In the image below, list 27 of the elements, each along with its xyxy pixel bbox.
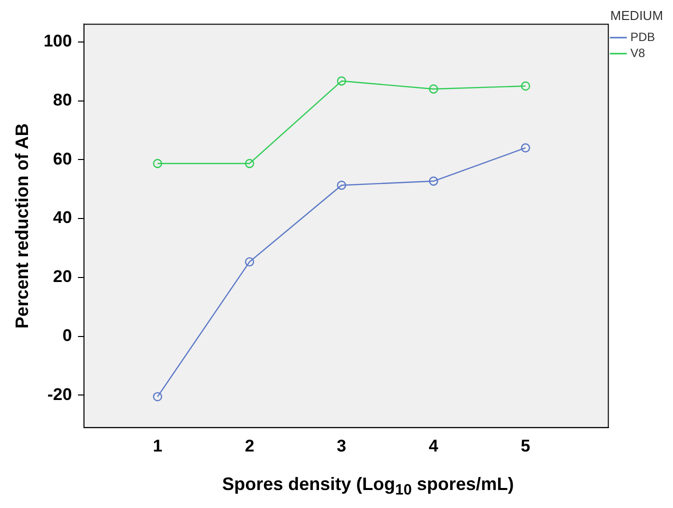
point	[428, 84, 438, 94]
y-tick-label: -20	[47, 384, 72, 404]
y-tick-label: 60	[53, 149, 72, 168]
y-tick-label: 0	[62, 326, 72, 346]
y-tick-label: 100	[44, 32, 72, 51]
y-axis-title: Percent reduction of AB	[12, 123, 32, 329]
point	[152, 392, 162, 402]
x-tick-label: 1	[152, 436, 162, 456]
y-tick-label: 40	[53, 208, 72, 228]
x-tick-label: 2	[244, 436, 254, 456]
y-tick-label: 80	[53, 90, 72, 110]
point	[152, 158, 162, 168]
x-tick-label: 5	[520, 436, 530, 456]
point	[336, 180, 346, 190]
point	[520, 81, 530, 91]
legend-title: MEDIUM	[610, 8, 664, 24]
y-tick-label: 20	[53, 267, 72, 286]
legend-label: PDB	[630, 30, 656, 44]
x-tick-label: 4	[428, 436, 439, 456]
x-axis-title: Spores density (Log$_{10}$ spores/mL)	[221, 474, 515, 499]
point	[428, 176, 438, 186]
point	[336, 76, 346, 86]
point	[244, 158, 254, 168]
legend-label: V8	[630, 46, 646, 60]
point	[244, 257, 254, 266]
x-tick-label: 3	[336, 436, 346, 456]
point	[520, 143, 530, 152]
